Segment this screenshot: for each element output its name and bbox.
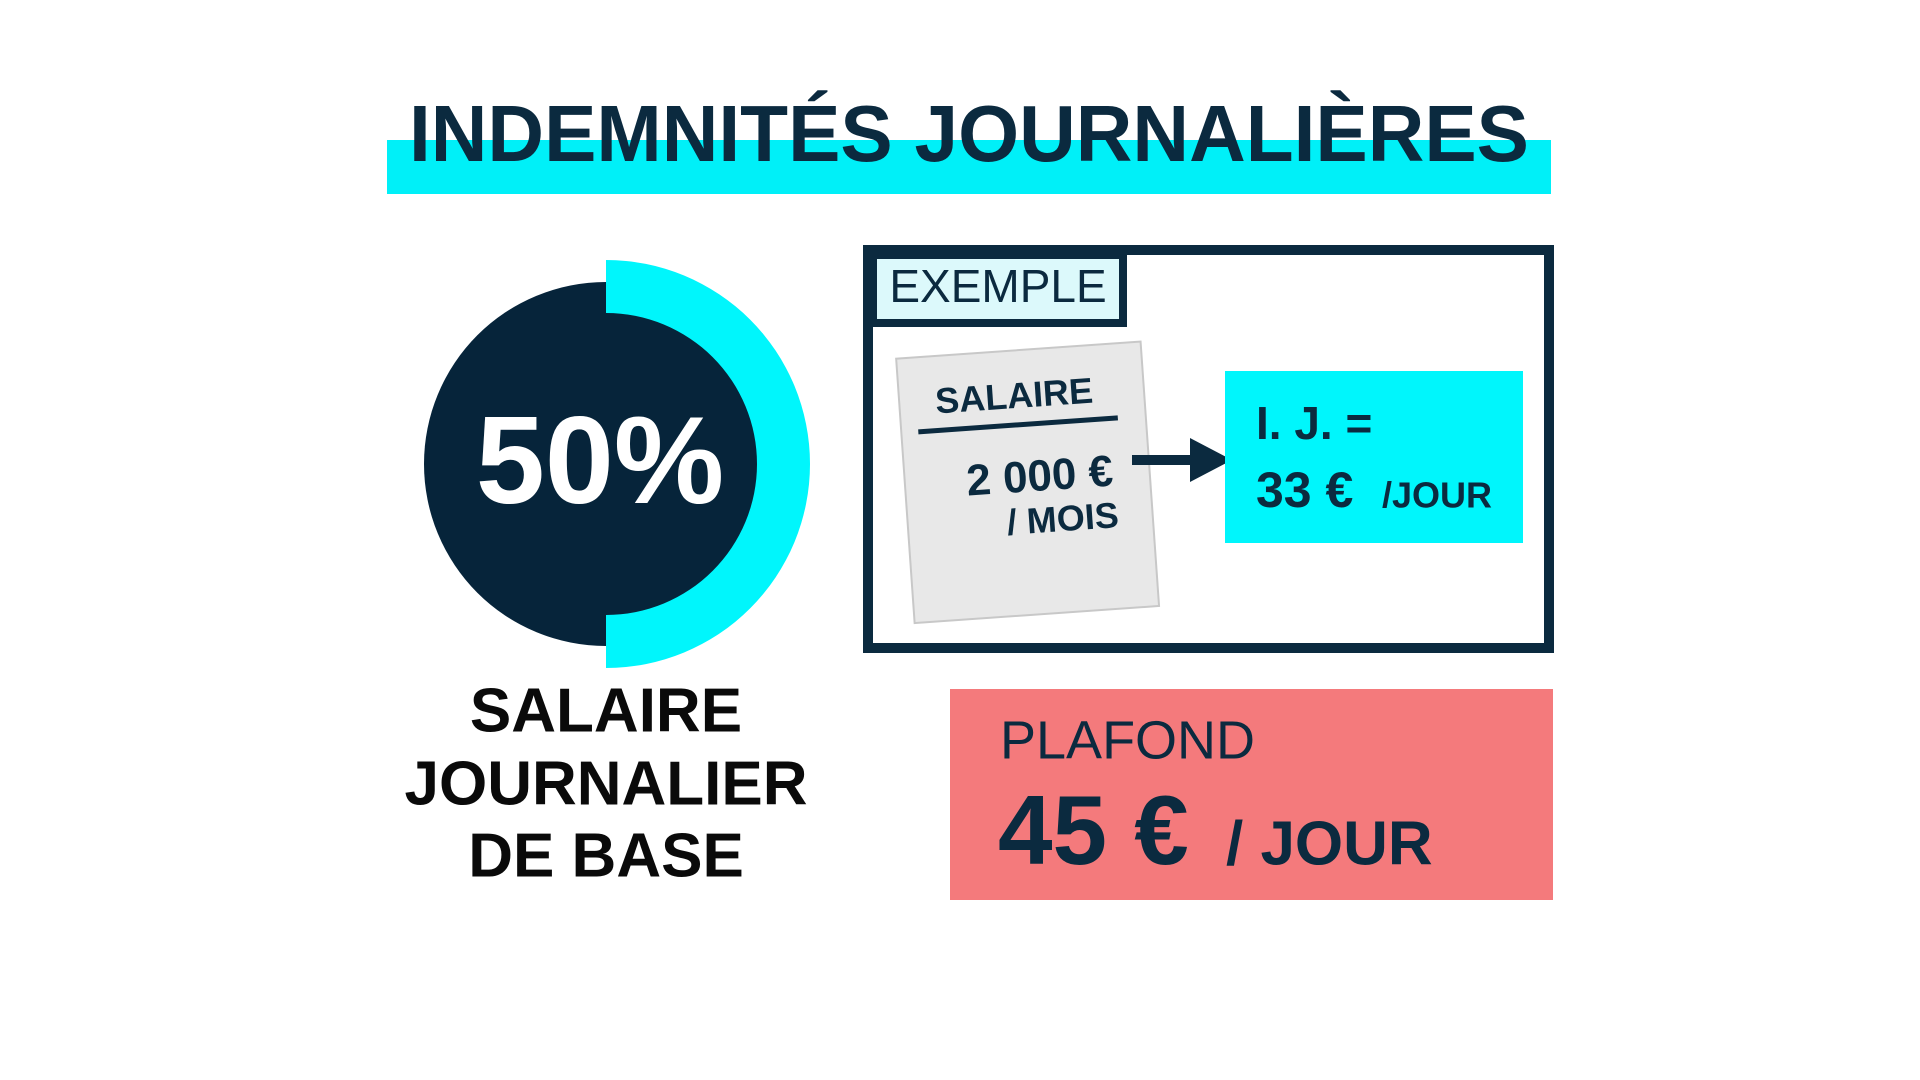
result-label: I. J. = — [1256, 397, 1372, 449]
salary-amount: 2 000 € — [965, 447, 1115, 506]
result-period: /JOUR — [1382, 475, 1492, 516]
result-amount: 33 € — [1256, 462, 1353, 518]
donut-base — [424, 282, 788, 646]
ceiling-label: PLAFOND — [1000, 710, 1255, 770]
rate-label: 50% — [476, 392, 724, 530]
donut-arc — [606, 260, 810, 668]
underline — [918, 415, 1118, 435]
payslip: SALAIRE 2 000 € / MOIS — [895, 340, 1161, 625]
arrow-head — [1190, 438, 1232, 482]
example-tag: EXEMPLE — [889, 260, 1106, 312]
donut-group — [606, 260, 810, 668]
example-tag-box — [869, 251, 1127, 327]
ceiling-period: / JOUR — [1226, 809, 1433, 878]
payslip-sheet — [895, 340, 1161, 625]
rate-caption: DE BASE — [468, 821, 744, 890]
ceiling-box — [950, 689, 1553, 900]
title: INDEMNITÉS JOURNALIÈRES — [409, 89, 1529, 178]
result-box — [1225, 371, 1523, 543]
title-highlight — [387, 140, 1551, 194]
salary-period: / MOIS — [1005, 494, 1120, 543]
rate-caption: JOURNALIER — [404, 749, 807, 818]
rate-caption: SALAIRE — [470, 676, 742, 745]
ceiling-amount: 45 € — [998, 775, 1189, 885]
